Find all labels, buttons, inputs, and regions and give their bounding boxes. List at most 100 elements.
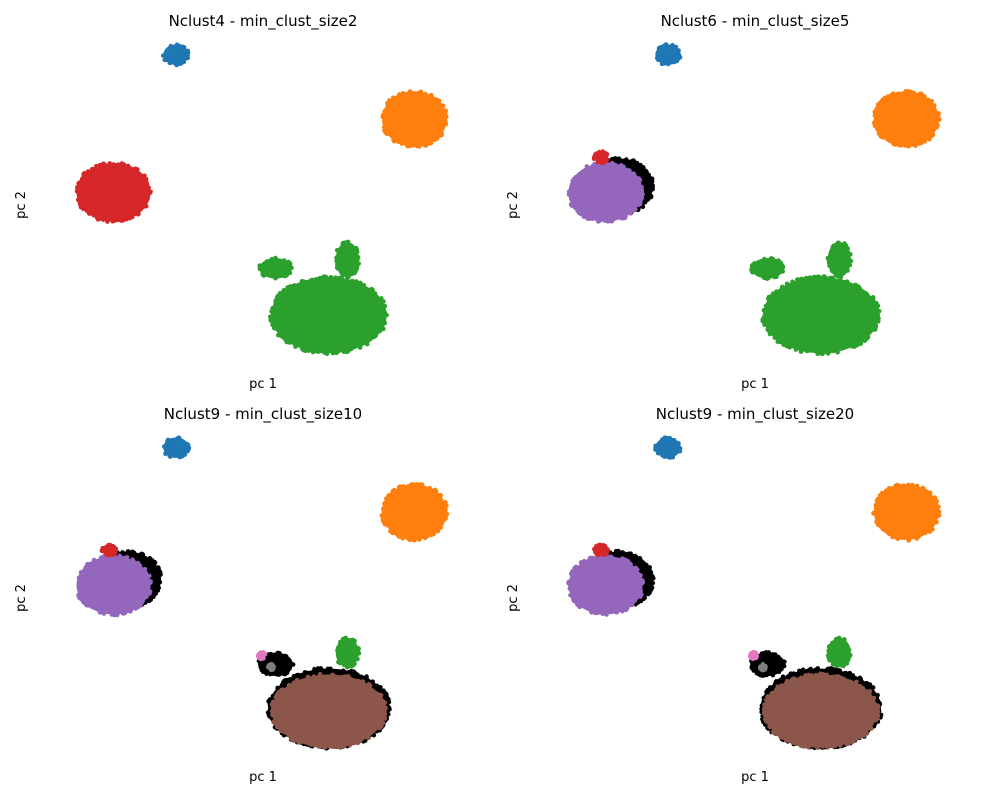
scatter-point (379, 301, 384, 307)
scatter-point (584, 164, 590, 169)
scatter-point (293, 288, 298, 294)
scatter-point (143, 587, 148, 593)
scatter-point (317, 674, 322, 680)
scatter-point (836, 635, 842, 641)
cluster-blue (163, 437, 189, 458)
scatter-point (83, 203, 88, 208)
scatter-point (921, 135, 926, 141)
scatter-point (185, 55, 191, 61)
scatter-point (77, 196, 83, 201)
scatter-point (281, 300, 286, 305)
scatter-point (143, 592, 148, 598)
scatter-point (864, 721, 870, 727)
scatter-point (778, 269, 784, 274)
scatter-point (769, 713, 774, 719)
scatter-point (785, 337, 791, 342)
scatter-point (325, 666, 331, 672)
scatter-point (308, 278, 314, 283)
scatter-point (122, 609, 127, 615)
scatter-point (794, 672, 800, 678)
scatter-point (567, 586, 573, 591)
scatter-point (274, 312, 280, 317)
scatter-point (639, 580, 645, 586)
scatter-point (258, 664, 263, 670)
scatter-point (670, 454, 676, 460)
scatter-point (754, 669, 760, 674)
scatter-point (774, 720, 779, 726)
scatter-point (778, 666, 784, 672)
scatter-point (750, 660, 755, 665)
scatter-point (414, 482, 420, 487)
scatter-point (115, 556, 120, 562)
scatter-point (628, 211, 633, 216)
scatter-point (800, 343, 806, 348)
scatter-point (118, 165, 124, 170)
scatter-point (663, 42, 669, 47)
scatter-point (287, 287, 293, 292)
scatter-point (762, 256, 767, 262)
scatter-point (134, 554, 139, 559)
scatter-point (266, 652, 271, 657)
cluster-blue (655, 437, 681, 458)
scatter-point (361, 282, 367, 288)
scatter-point (619, 158, 625, 164)
scatter-point (933, 118, 938, 123)
scatter-point (400, 487, 406, 493)
scatter-point (105, 215, 111, 221)
scatter-point (86, 169, 92, 175)
scatter-point (621, 164, 626, 170)
scatter-point (378, 684, 383, 690)
cluster-orange (874, 91, 939, 147)
scatter-point (883, 525, 889, 531)
scatter-point (877, 501, 883, 506)
scatter-point (442, 508, 448, 513)
scatter-point (636, 580, 641, 586)
scatter-point (583, 170, 588, 175)
scatter-point (422, 92, 428, 98)
scatter-point (808, 666, 813, 672)
scatter-point (267, 314, 273, 320)
scatter-point (321, 278, 327, 283)
scatter-point (594, 552, 600, 557)
scatter-point (934, 125, 940, 130)
scatter-point (846, 647, 852, 653)
scatter-point (871, 703, 877, 709)
scatter-point (165, 438, 170, 444)
scatter-point (106, 552, 111, 558)
scatter-point (820, 346, 825, 351)
scatter-point (638, 594, 643, 599)
scatter-point (860, 690, 866, 695)
scatter-point (365, 682, 371, 688)
scatter-point (590, 164, 595, 169)
scatter-point (136, 603, 142, 609)
scatter-point (814, 673, 819, 678)
scatter-point (838, 274, 844, 280)
scatter-point (751, 267, 756, 273)
scatter-point (269, 702, 275, 707)
scatter-point (915, 532, 920, 537)
scatter-point (361, 287, 367, 293)
scatter-point (167, 454, 173, 459)
scatter-point (142, 573, 147, 578)
scatter-point (870, 296, 876, 301)
scatter-point (386, 697, 391, 702)
scatter-point (868, 720, 874, 726)
scatter-point (367, 725, 373, 731)
scatter-point (627, 552, 633, 558)
scatter-point (900, 533, 905, 538)
scatter-point (369, 729, 374, 735)
scatter-point (84, 569, 89, 575)
scatter-point (163, 57, 168, 63)
scatter-point (770, 256, 775, 262)
scatter-point (290, 662, 296, 667)
scatter-point (168, 43, 174, 49)
scatter-point (595, 159, 601, 165)
scatter-point (256, 652, 261, 657)
scatter-point (880, 522, 886, 527)
scatter-point (766, 310, 771, 315)
scatter-point (426, 137, 432, 143)
scatter-point (830, 348, 836, 354)
scatter-point (441, 103, 446, 109)
scatter-point (780, 336, 786, 342)
scatter-point (581, 603, 587, 608)
